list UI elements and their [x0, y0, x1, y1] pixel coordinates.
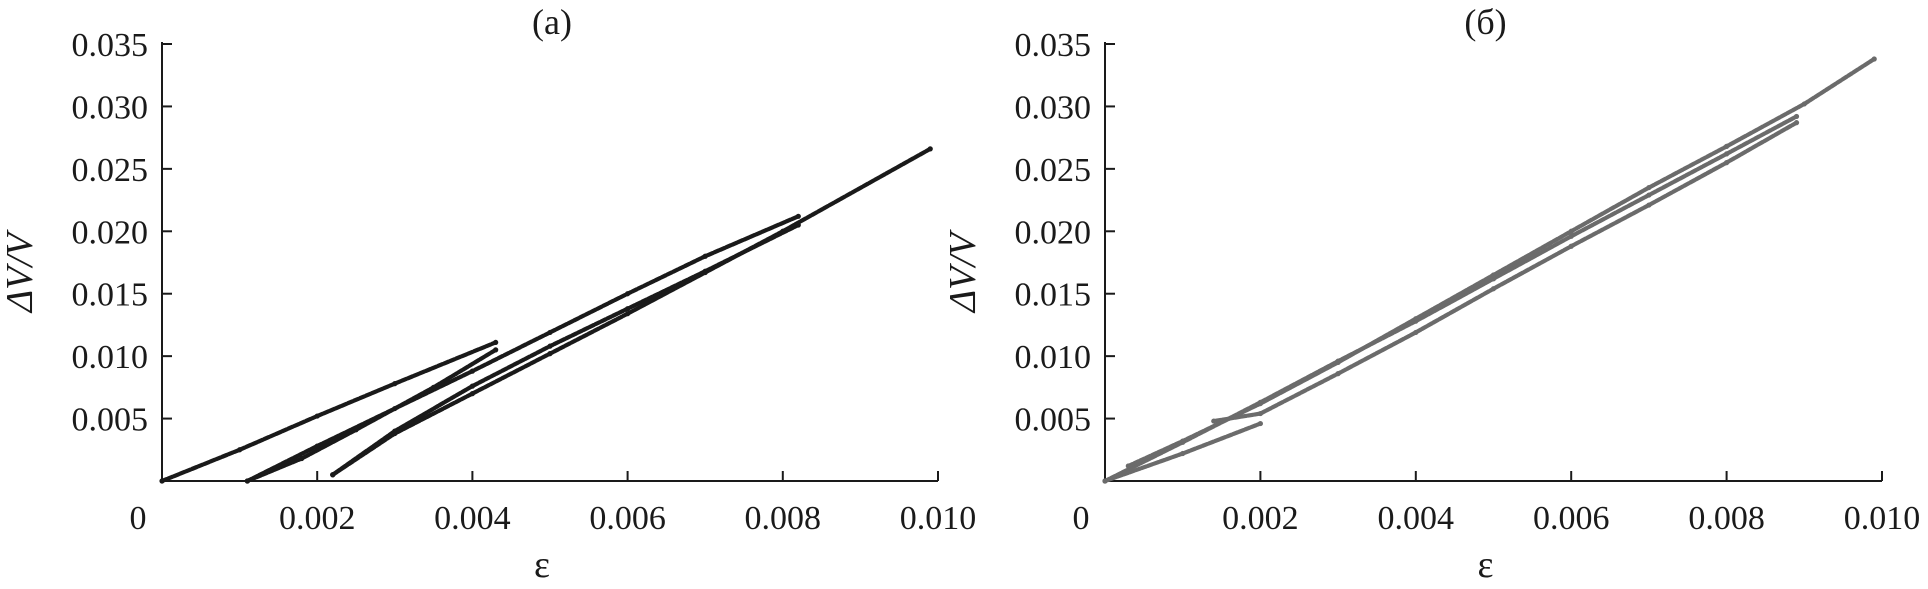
data-point	[159, 478, 165, 484]
x-tick-label: 0.010	[1844, 500, 1921, 537]
data-point	[237, 447, 243, 453]
y-tick-label: 0.010	[72, 339, 149, 376]
data-point	[299, 455, 305, 462]
data-series-1	[159, 340, 498, 484]
data-point	[493, 347, 499, 353]
data-point	[469, 368, 475, 374]
y-tick-label: 0.005	[72, 402, 149, 439]
data-point	[1257, 410, 1263, 417]
data-point	[1335, 371, 1341, 377]
data-point	[1413, 316, 1419, 322]
data-point	[1724, 151, 1730, 157]
x-tick-label: 0	[1073, 500, 1090, 537]
x-tick-label: 0.002	[279, 500, 356, 537]
data-point	[1871, 56, 1877, 62]
panel-b-x-axis-label: ε	[1478, 544, 1494, 586]
data-point	[780, 228, 786, 234]
data-point	[1335, 359, 1341, 365]
data-series-3	[245, 214, 801, 484]
data-point	[1257, 400, 1263, 407]
panel-a-x-axis-label: ε	[534, 544, 550, 586]
data-point	[625, 311, 631, 317]
panel-b-title: (б)	[1464, 2, 1506, 42]
data-point	[1801, 101, 1807, 107]
data-series-3	[1126, 56, 1877, 469]
panel-b-y-ticks: 0.005 0.010 0.015 0.020 0.025 0.030 0.035	[1015, 27, 1115, 439]
x-tick-label: 0.010	[900, 500, 977, 537]
data-point	[1102, 478, 1108, 484]
x-tick-label: 0.004	[1378, 500, 1455, 537]
data-point	[795, 213, 801, 219]
data-point	[392, 405, 398, 412]
chart-panel-a: (a) ΔV/V ε 0 0.002 0.004 0.006 0.008 0.010 0.…	[0, 2, 976, 586]
data-point	[244, 478, 250, 484]
data-point	[1125, 463, 1131, 469]
x-tick-label: 0.008	[1688, 500, 1765, 537]
panel-a-y-axis-label: ΔV/V	[0, 229, 41, 314]
data-point	[1490, 272, 1497, 278]
x-tick-label: 0.004	[434, 500, 511, 537]
data-point	[702, 269, 708, 276]
y-tick-label: 0.030	[1015, 89, 1092, 126]
x-tick-label: 0.006	[589, 500, 666, 537]
data-point	[314, 443, 320, 449]
data-point	[1724, 160, 1730, 166]
data-point	[1180, 438, 1186, 444]
data-point	[392, 430, 398, 437]
data-point	[1724, 143, 1730, 149]
data-point	[702, 253, 708, 259]
panel-b-y-axis-label: ΔV/V	[942, 229, 984, 314]
panel-a-y-ticks: 0.005 0.010 0.015 0.020 0.025 0.030 0.035	[72, 27, 172, 439]
x-tick-label: 0.008	[745, 500, 822, 537]
chart-panel-b: (б) ΔV/V ε 0 0.002 0.004 0.006 0.008 0.010 0.…	[942, 2, 1920, 586]
data-point	[625, 306, 631, 312]
x-tick-label: 0.006	[1533, 500, 1610, 537]
panel-a-title: (a)	[532, 2, 572, 42]
y-tick-label: 0.010	[1015, 339, 1092, 376]
data-point	[1646, 192, 1652, 198]
data-point	[547, 329, 553, 336]
y-tick-label: 0.015	[72, 277, 149, 314]
data-point	[1490, 286, 1497, 292]
y-tick-label: 0.015	[1015, 277, 1092, 314]
data-point	[1793, 113, 1800, 120]
data-point	[1180, 450, 1186, 457]
data-point	[330, 472, 336, 478]
y-tick-label: 0.035	[1015, 27, 1092, 64]
y-tick-label: 0.020	[1015, 214, 1092, 251]
data-series-5	[330, 146, 933, 477]
y-tick-label: 0.035	[72, 27, 149, 64]
y-tick-label: 0.030	[72, 89, 149, 126]
data-point	[392, 381, 398, 387]
data-point	[1793, 120, 1800, 126]
data-point	[927, 146, 933, 152]
y-tick-label: 0.025	[72, 152, 149, 189]
data-point	[493, 339, 499, 346]
panel-b-data	[1102, 56, 1877, 484]
x-tick-label: 0	[130, 500, 147, 537]
y-tick-label: 0.025	[1015, 152, 1092, 189]
data-point	[469, 391, 475, 397]
data-point	[1568, 233, 1574, 239]
data-point	[625, 291, 631, 297]
data-point	[1568, 228, 1574, 234]
x-tick-label: 0.002	[1222, 500, 1299, 537]
y-tick-label: 0.005	[1015, 402, 1092, 439]
data-point	[1211, 418, 1217, 424]
panel-a-data	[159, 146, 933, 484]
data-point	[547, 343, 553, 349]
data-point	[1413, 329, 1419, 336]
data-point	[469, 383, 475, 389]
panel-b-x-ticks: 0 0.002 0.004 0.006 0.008 0.010	[1073, 471, 1921, 537]
data-point	[1257, 420, 1263, 427]
y-tick-label: 0.020	[72, 214, 149, 251]
data-point	[314, 413, 320, 419]
data-point	[547, 351, 553, 357]
data-point	[1568, 243, 1574, 249]
data-point	[1646, 184, 1652, 191]
panel-a-x-ticks: 0 0.002 0.004 0.006 0.008 0.010	[130, 471, 977, 537]
data-point	[1646, 202, 1652, 208]
